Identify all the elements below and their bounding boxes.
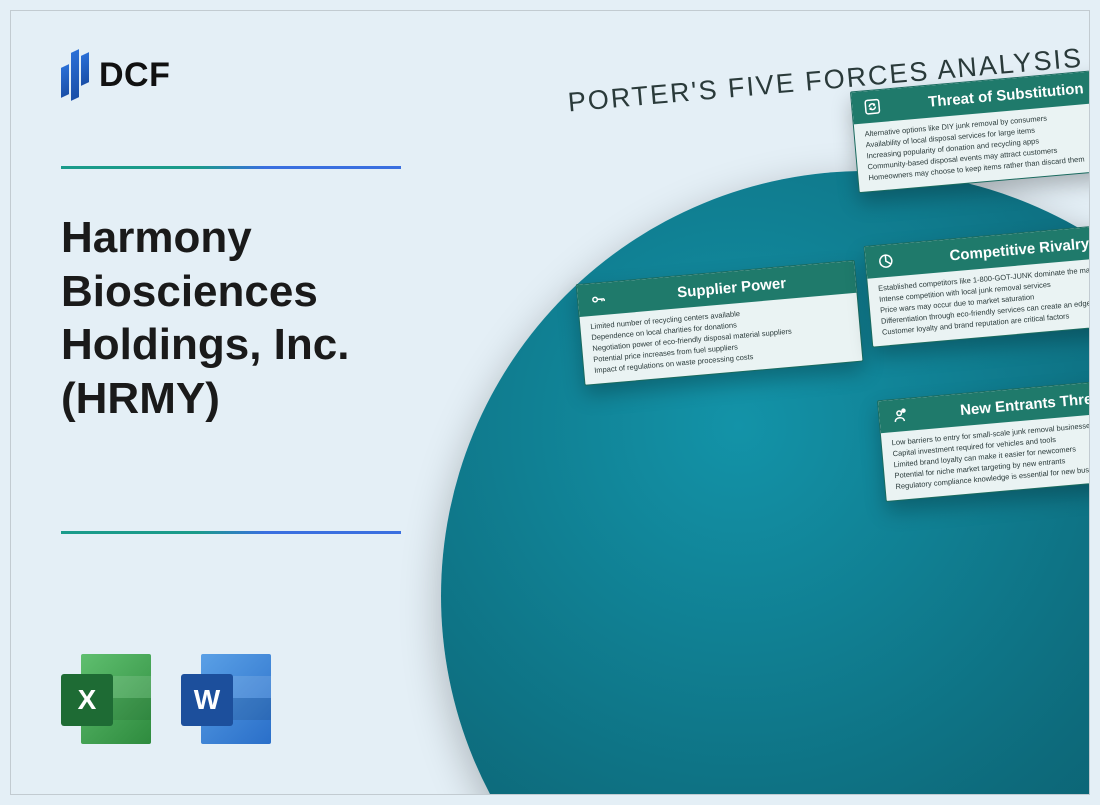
excel-icon[interactable]: X bbox=[61, 654, 151, 744]
word-icon[interactable]: W bbox=[181, 654, 271, 744]
key-icon bbox=[587, 289, 609, 311]
brand-name: DCF bbox=[99, 56, 170, 95]
excel-letter: X bbox=[61, 674, 113, 726]
refresh-icon bbox=[862, 96, 884, 118]
page-title: Harmony Biosciences Holdings, Inc. (HRMY… bbox=[61, 211, 401, 426]
logo-bars-icon bbox=[61, 51, 89, 99]
word-letter: W bbox=[181, 674, 233, 726]
person-plus-icon bbox=[889, 405, 911, 427]
content-frame: DCF Harmony Biosciences Holdings, Inc. (… bbox=[10, 10, 1090, 795]
divider-top bbox=[61, 166, 401, 169]
pie-icon bbox=[875, 250, 897, 272]
brand-logo: DCF bbox=[61, 51, 170, 99]
divider-bottom bbox=[61, 531, 401, 534]
file-icon-group: X W bbox=[61, 654, 271, 744]
